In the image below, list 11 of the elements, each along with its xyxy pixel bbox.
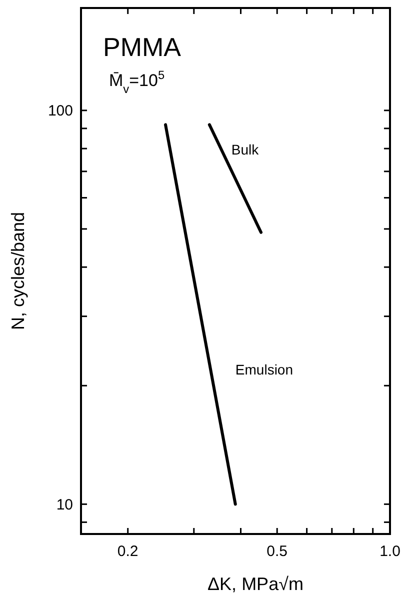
series-label: Emulsion <box>235 361 294 378</box>
x-tick-label: 1.0 <box>380 543 400 560</box>
text: M̄$_{v}$=10$^{5}$ <box>109 68 165 96</box>
series-label: Bulk <box>231 142 260 158</box>
y-tick-label: 10 <box>56 496 73 514</box>
x-tick-label: 0.5 <box>266 543 288 560</box>
y-tick-label: 100 <box>48 102 73 120</box>
text: PMMA <box>103 32 182 62</box>
y-axis-title: N, cycles/band <box>8 212 28 330</box>
x-tick-label: 0.2 <box>117 543 138 560</box>
x-axis-title: ΔK, MPa√m <box>208 574 304 594</box>
